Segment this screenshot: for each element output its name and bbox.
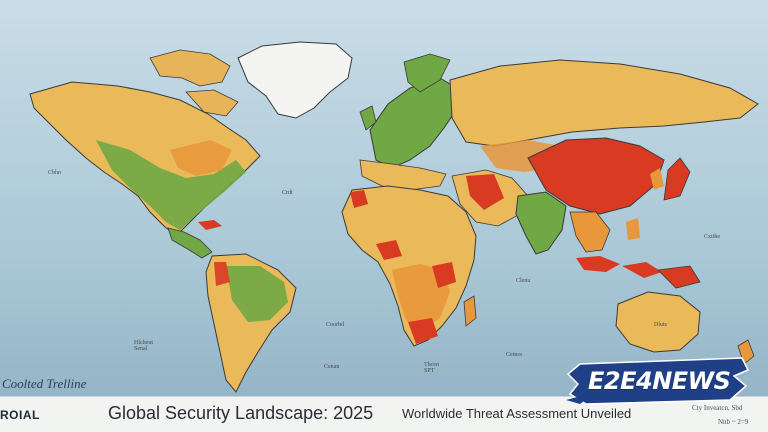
madagascar — [463, 295, 477, 327]
russia — [449, 59, 759, 147]
label-south-america-west: Hlcheut Senal — [134, 340, 153, 352]
label-africa-south: Thcen SPT — [424, 362, 439, 374]
map-corner-label: Coolted Trelline — [2, 376, 87, 391]
southeast-asia — [569, 211, 611, 253]
credit-line-top: Cty Inveatcn, Sbd — [692, 404, 743, 412]
caribbean — [198, 220, 222, 230]
south-america-red — [214, 262, 230, 286]
new-guinea — [657, 265, 701, 289]
label-australia: Dluts — [654, 322, 668, 328]
label-atlantic: Crdt — [282, 190, 293, 196]
credit-line-bottom: Nnb ~ 2=9 — [718, 418, 749, 426]
page-subtitle: Worldwide Threat Assessment Unveiled — [402, 406, 632, 421]
label-indian-ocean-east: Cetnes — [506, 352, 523, 358]
europe-south — [359, 159, 447, 191]
news-logo-icon[interactable] — [566, 356, 752, 406]
africa-orange — [392, 264, 450, 332]
central-america — [167, 227, 213, 259]
africa-red-west — [376, 240, 402, 260]
iran-red — [466, 174, 504, 210]
australia — [615, 291, 701, 353]
uk — [359, 105, 377, 131]
africa-red-south — [408, 318, 438, 344]
label-indian-ocean-south: Clenu — [516, 278, 531, 284]
india — [515, 191, 567, 255]
us-east-orange — [170, 140, 232, 176]
label-pacific-west: Cxtthe — [704, 234, 720, 240]
north-america-green — [96, 140, 246, 230]
west-africa-red — [350, 190, 368, 208]
japan — [663, 157, 691, 201]
logo-text: E2E4NEWS — [588, 367, 731, 395]
africa-red-east — [432, 262, 456, 288]
greenland — [237, 41, 353, 119]
label-south-atlantic: Coorbd — [326, 322, 344, 328]
indonesia-red — [576, 256, 662, 278]
philippines — [626, 218, 640, 240]
label-north-pacific: Cbhn — [48, 170, 62, 176]
brand-name: ROIAL — [0, 408, 40, 422]
arctic-islands — [149, 49, 239, 117]
page-title: Global Security Landscape: 2025 — [108, 403, 374, 423]
scandinavia — [403, 53, 451, 93]
label-south-ocean: Cenan — [324, 364, 340, 370]
korea — [650, 168, 664, 190]
brazil-green — [226, 266, 288, 322]
